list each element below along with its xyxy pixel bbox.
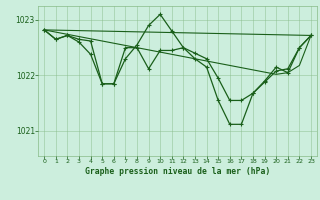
X-axis label: Graphe pression niveau de la mer (hPa): Graphe pression niveau de la mer (hPa) [85, 167, 270, 176]
